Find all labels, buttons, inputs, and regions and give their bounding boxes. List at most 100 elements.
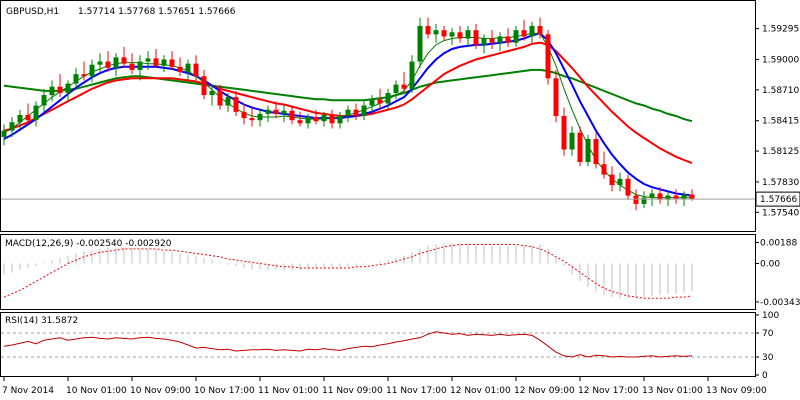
candle-body	[689, 194, 695, 199]
candle-body	[241, 111, 247, 119]
time-tick-label: 12 Nov 01:00	[450, 386, 511, 396]
candle-body	[417, 25, 423, 62]
candle-body	[497, 36, 503, 43]
candle-body	[473, 30, 479, 45]
candle-body	[273, 109, 279, 114]
candle-body	[481, 38, 487, 45]
candle-body	[265, 109, 271, 114]
candle-body	[113, 57, 119, 68]
candle-body	[257, 113, 263, 121]
rsi-panel-frame	[0, 312, 756, 377]
candle-body	[209, 90, 215, 96]
time-tick-label: 12 Nov 09:00	[514, 386, 575, 396]
candle-body	[641, 197, 647, 204]
rsi-tick-label: 70	[762, 329, 774, 339]
candle-body	[609, 174, 615, 186]
candle-body	[633, 195, 639, 204]
candle-body	[361, 105, 367, 116]
candle-body	[1, 130, 7, 137]
candle-body	[145, 58, 151, 62]
candle-body	[489, 38, 495, 43]
price-tick-label: 1.59295	[762, 25, 799, 35]
candle-body	[169, 59, 175, 67]
price-tick-label: 1.59000	[762, 55, 799, 65]
candle-body	[337, 116, 343, 124]
candle-body	[129, 63, 135, 70]
candle-body	[513, 30, 519, 43]
current-price-box	[755, 191, 800, 207]
candle-body	[425, 25, 431, 35]
price-tick-label: 1.58415	[762, 117, 799, 127]
rsi-tick-label: 30	[762, 353, 774, 363]
price-tick-label: 1.58710	[762, 86, 799, 96]
rsi-line	[3, 331, 693, 358]
candle-body	[289, 110, 295, 121]
candle-body	[297, 120, 303, 124]
candle-body	[393, 84, 399, 93]
candle-body	[433, 30, 439, 35]
candle-body	[105, 61, 111, 68]
current-price-label: 1.57666	[760, 195, 797, 205]
candle-body	[185, 63, 191, 73]
candle-body	[321, 114, 327, 122]
time-tick-label: 11 Nov 01:00	[258, 386, 319, 396]
candle-body	[313, 117, 319, 122]
axes: 1.59295 1.59000 1.58710 1.58415 1.58125 1.578…	[2, 25, 800, 396]
macd-tick-label: 0.00	[760, 259, 780, 269]
rsi-tick-label: 100	[762, 311, 779, 321]
candle-body	[89, 64, 95, 77]
candle-body	[57, 86, 63, 93]
macd-panel-frame	[0, 234, 756, 310]
chart-title: GBPUSD,H1	[6, 7, 59, 17]
candle-body	[569, 132, 575, 150]
candle-body	[25, 114, 31, 121]
time-tick-label: 10 Nov 09:00	[130, 386, 191, 396]
rsi-panel: RSI(14) 31.5872	[0, 312, 756, 377]
candle-body	[521, 30, 527, 37]
candle-body	[305, 117, 311, 124]
candle-body	[217, 90, 223, 106]
candle-body	[353, 109, 359, 116]
candle-body	[441, 30, 447, 37]
candle-body	[505, 36, 511, 43]
candle-body	[401, 84, 407, 89]
candle-body	[681, 194, 687, 199]
candle-body	[345, 109, 351, 116]
moving-average-line-1	[3, 68, 693, 123]
time-tick-label: 11 Nov 09:00	[322, 386, 383, 396]
candle-body	[329, 114, 335, 124]
candle-body	[553, 78, 559, 116]
candle-body	[33, 105, 39, 121]
candle-body	[617, 178, 623, 186]
candle-body	[97, 61, 103, 65]
main-panel: GBPUSD,H1 1.57714 1.57768 1.57651 1.5766…	[0, 0, 756, 232]
candle-body	[545, 34, 551, 79]
candle-body	[673, 195, 679, 199]
time-tick-label: 12 Nov 17:00	[578, 386, 639, 396]
price-tick-label: 1.57540	[762, 208, 799, 218]
candle-body	[657, 193, 663, 200]
candle-body	[225, 97, 231, 106]
candle-body	[9, 122, 15, 131]
candle-body	[665, 195, 671, 200]
macd-signal-line	[3, 244, 693, 299]
rsi-label: RSI(14) 31.5872	[5, 316, 78, 326]
candle-body	[153, 58, 159, 66]
candle-body	[593, 139, 599, 165]
candle-body	[465, 30, 471, 39]
candle-body	[649, 193, 655, 198]
candle-body	[601, 164, 607, 175]
candle-body	[65, 83, 71, 93]
candle-body	[449, 32, 455, 37]
time-tick-label: 10 Nov 01:00	[66, 386, 127, 396]
time-tick-label: 13 Nov 01:00	[642, 386, 703, 396]
time-tick-label: 7 Nov 2014	[2, 386, 54, 396]
candle-body	[233, 97, 239, 112]
main-panel-frame	[0, 0, 756, 232]
candle-body	[201, 76, 207, 96]
candle-body	[193, 63, 199, 77]
candle-body	[529, 25, 535, 37]
candle-body	[561, 116, 567, 150]
candle-body	[17, 114, 23, 123]
